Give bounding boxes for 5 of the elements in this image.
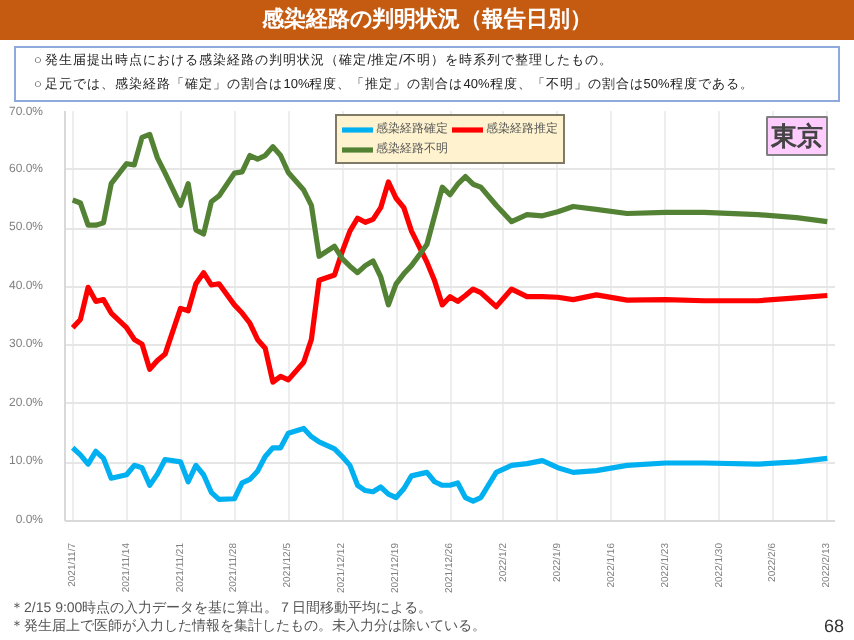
line-series [70, 179, 830, 385]
chart-title: 感染経路の判明状況（報告日別） [262, 5, 592, 36]
annotation: 東京 [769, 121, 823, 151]
text: 68 [823, 616, 844, 636]
line-series [70, 425, 830, 504]
